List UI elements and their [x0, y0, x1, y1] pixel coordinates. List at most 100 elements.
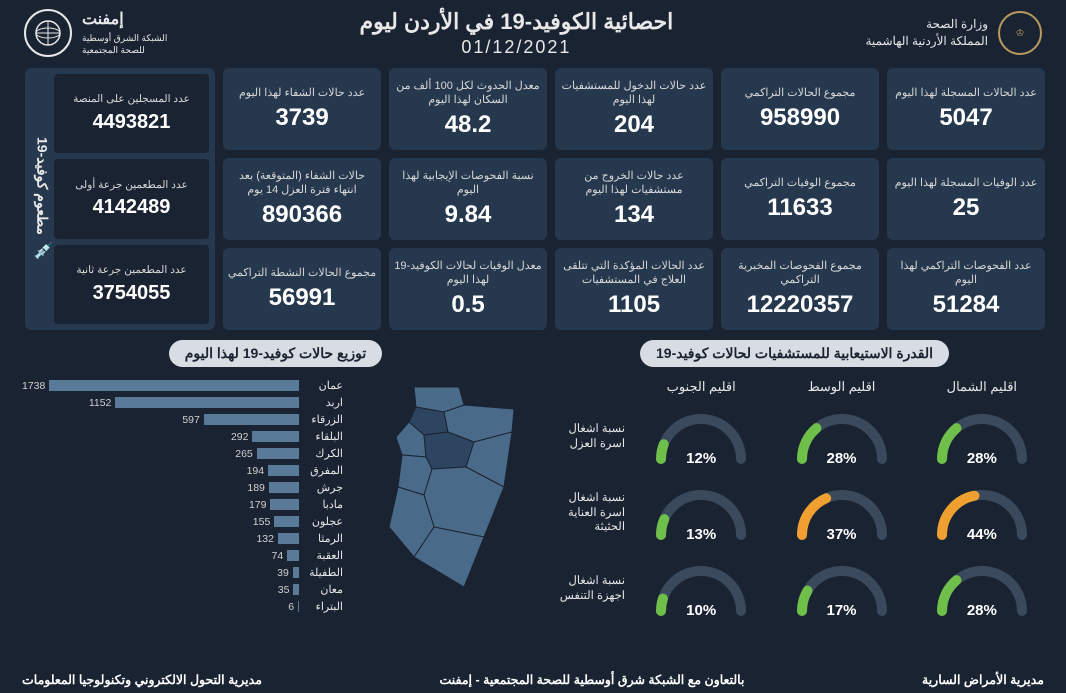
stat-value: 204 [614, 111, 654, 139]
bar-row: معان 35 [22, 581, 343, 598]
stats-grid: عدد الحالات المسجلة لهذا اليوم 5047 مجموع … [0, 62, 1066, 330]
stat-card: مجموع الحالات التراكمي958990 [721, 68, 879, 150]
capacity-header: القدرة الاستيعابية للمستشفيات لحالات كوف… [640, 340, 949, 367]
stat-card: عدد الوفيات المسجلة لهذا اليوم25 [887, 158, 1045, 240]
footer-left: مديرية التحول الالكتروني وتكنولوجيا المع… [22, 672, 262, 687]
stat-card: حالات الشفاء (المتوقعة) بعد انتهاء فترة … [223, 158, 381, 240]
gauge-percent: 28% [934, 450, 1030, 467]
capacity-row-label: نسبة اشغال اسرة العزل [541, 422, 627, 452]
ministry-line1: وزارة الصحة [865, 16, 988, 33]
bar-name: الزرقاء [299, 413, 343, 426]
vax-card: عدد المسجلين على المنصة4493821 [54, 74, 209, 153]
stat-value: 890366 [262, 201, 342, 229]
stat-label: مجموع الحالات التراكمي [745, 86, 856, 100]
gauge: 13% [635, 483, 767, 543]
bar-name: معان [299, 583, 343, 596]
bar-name: البتراء [299, 600, 343, 613]
bar-row: عجلون 155 [22, 513, 343, 530]
stat-label: مجموع الحالات النشطة التراكمي [228, 266, 376, 280]
stat-card: نسبة الفحوصات الإيجابية لهذا اليوم 9.84 [389, 158, 547, 240]
stat-card: عدد الحالات المؤكدة التي تتلقى العلاج في… [555, 248, 713, 330]
vax-card: عدد المطعمين جرعة ثانية3754055 [54, 245, 209, 324]
stat-value: 12220357 [747, 291, 854, 319]
stat-label: عدد الحالات المسجلة لهذا اليوم [895, 86, 1037, 100]
stat-value: 1105 [608, 291, 660, 319]
bar-name: عجلون [299, 515, 343, 528]
bar-value: 597 [182, 414, 200, 426]
partner-block: إمفنت الشبكة الشرق أوسطية للصحة المجتمعي… [24, 9, 167, 57]
stat-value: 51284 [933, 291, 1000, 319]
bar-row: جرش189 [22, 479, 343, 496]
capacity-row-label: نسبة اشغال اسرة العناية الحثيثة [541, 491, 627, 536]
stat-value: 134 [614, 201, 654, 229]
gauge-percent: 28% [934, 602, 1030, 619]
distribution-header: توزيع حالات كوفيد-19 لهذا اليوم [169, 340, 383, 367]
gauge: 17% [775, 559, 907, 619]
gauge: 10% [635, 559, 767, 619]
vaccine-panel: عدد المسجلين على المنصة4493821عدد المطعم… [25, 68, 215, 330]
bar-name: البلقاء [299, 430, 343, 443]
stat-card: عدد حالات الخروج من مستشفيات لهذا اليوم1… [555, 158, 713, 240]
page-title: احصائية الكوفيد-19 في الأردن ليوم [167, 9, 865, 35]
partner-sub: الشبكة الشرق أوسطية للصحة المجتمعية [82, 32, 167, 57]
ministry-line2: المملكة الأردنية الهاشمية [865, 33, 988, 50]
region-header: اقليم الوسط [775, 379, 907, 395]
gauge: 28% [916, 559, 1048, 619]
gauge-percent: 44% [934, 526, 1030, 543]
gauge-percent: 37% [794, 526, 890, 543]
capacity-row-label: نسبة اشغال اجهزة التنفس [541, 574, 627, 604]
bar-name: العقبة [299, 549, 343, 562]
stat-value: 9.84 [445, 201, 492, 229]
bar-value: 1152 [89, 397, 112, 409]
bar-name: الرمثا [299, 532, 343, 545]
bar-value: 35 [278, 584, 290, 596]
stat-card: عدد الفحوصات التراكمي لهذا اليوم51284 [887, 248, 1045, 330]
region-header: اقليم الشمال [916, 379, 1048, 395]
stat-value: 0.5 [451, 291, 484, 319]
stat-card: عدد حالات الشفاء لهذا اليوم3739 [223, 68, 381, 150]
capacity-panel: القدرة الاستيعابية للمستشفيات لحالات كوف… [541, 340, 1048, 625]
stat-label: عدد الحالات المؤكدة التي تتلقى العلاج في… [559, 259, 709, 288]
vaccine-side-label: 💉مطعوم كوفيد-19 [31, 74, 54, 324]
stat-card: عدد حالات الدخول للمستشفيات لهذا اليوم 20… [555, 68, 713, 150]
stat-label: حالات الشفاء (المتوقعة) بعد انتهاء فترة … [227, 169, 377, 198]
bar-value: 155 [253, 516, 271, 528]
footer-right: مديرية الأمراض السارية [922, 672, 1044, 687]
vax-card: عدد المطعمين جرعة أولى4142489 [54, 159, 209, 238]
bar-value: 132 [256, 533, 274, 545]
footer-center: بالتعاون مع الشبكة شرق أوسطية للصحة المج… [439, 672, 744, 687]
stat-label: مجموع الوفيات التراكمي [744, 176, 856, 190]
bar-row: الرمثا 132 [22, 530, 343, 547]
bar-row: العقبة74 [22, 547, 343, 564]
bar-name: الكرك [299, 447, 343, 460]
stat-label: عدد حالات الدخول للمستشفيات لهذا اليوم [559, 79, 709, 108]
bar-row: مادبا 179 [22, 496, 343, 513]
stat-value: 25 [953, 194, 980, 222]
bar-row: عمان1738 [22, 377, 343, 394]
gauge: 28% [916, 407, 1048, 467]
bar-value: 292 [231, 431, 249, 443]
bar-name: عمان [299, 379, 343, 392]
distribution-panel: توزيع حالات كوفيد-19 لهذا اليوم عمان1738… [22, 340, 529, 625]
stat-value: 48.2 [445, 111, 492, 139]
bar-name: الطفيلة [299, 566, 343, 579]
gauge-percent: 13% [653, 526, 749, 543]
gauge-percent: 12% [653, 450, 749, 467]
bar-row: البتراء6 [22, 598, 343, 615]
bar-value: 179 [249, 499, 267, 511]
jordan-map [349, 377, 529, 615]
stat-label: عدد حالات الشفاء لهذا اليوم [239, 86, 365, 100]
stat-value: 56991 [269, 284, 336, 312]
bar-name: مادبا [299, 498, 343, 511]
gauge-percent: 17% [794, 602, 890, 619]
stat-value: 5047 [939, 104, 992, 132]
bar-row: الكرك265 [22, 445, 343, 462]
stat-label: نسبة الفحوصات الإيجابية لهذا اليوم [393, 169, 543, 198]
bar-name: جرش [299, 481, 343, 494]
bar-row: الزرقاء 597 [22, 411, 343, 428]
gauge: 44% [916, 483, 1048, 543]
stat-value: 11633 [767, 194, 832, 222]
bar-value: 39 [277, 567, 289, 579]
syringe-icon: 💉 [33, 241, 52, 261]
stat-card: مجموع الوفيات التراكمي 11633 [721, 158, 879, 240]
